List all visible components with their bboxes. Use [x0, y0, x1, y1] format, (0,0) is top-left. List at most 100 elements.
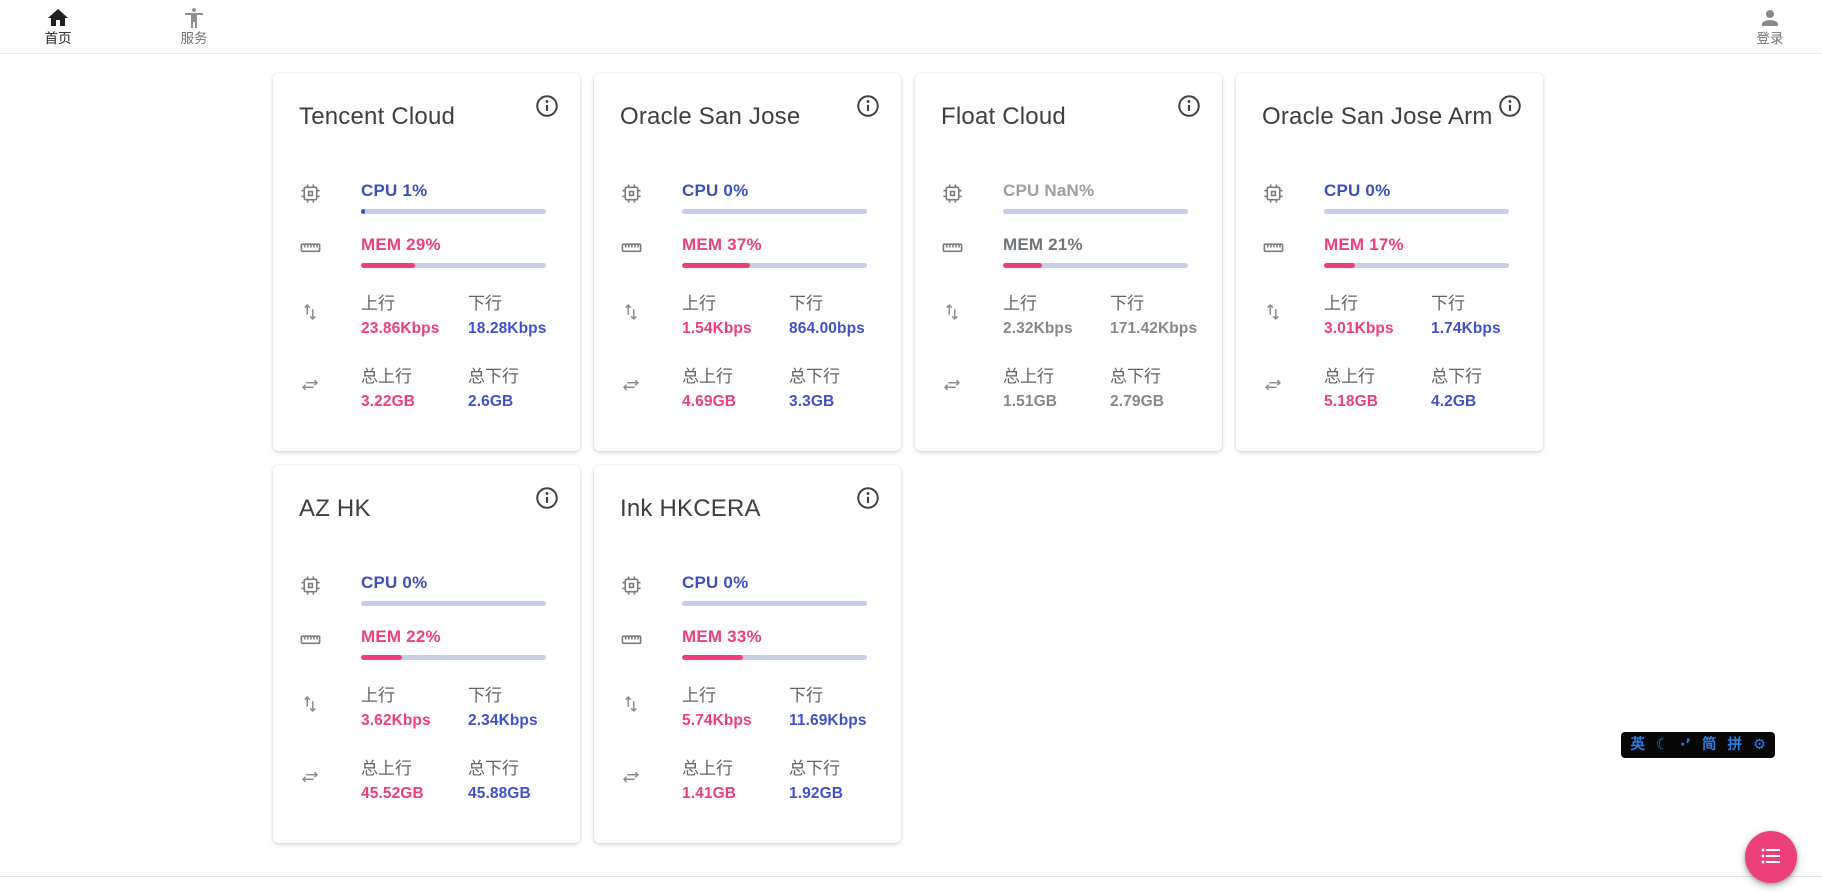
memory-ruler-icon [941, 235, 1003, 264]
total-upload-label: 总上行 [682, 367, 733, 386]
cpu-chip-icon [299, 573, 361, 602]
upload-speed-value: 23.86Kbps [361, 320, 440, 337]
info-button[interactable] [1495, 91, 1525, 121]
download-label: 下行 [468, 686, 502, 705]
nav-item-services[interactable]: 服务 [172, 6, 216, 47]
total-download-label: 总下行 [1431, 367, 1482, 386]
nav-item-home[interactable]: 首页 [36, 6, 80, 47]
download-speed-value: 18.28Kbps [468, 320, 547, 337]
ime-punct-toggle[interactable]: ·’ [1679, 736, 1691, 753]
total-upload-label: 总上行 [1003, 367, 1054, 386]
top-nav-bar: 首页 服务 登录 [0, 0, 1822, 54]
download-speed-value: 864.00bps [789, 320, 865, 337]
swap-arrows-icon [620, 362, 682, 401]
upload-label: 上行 [361, 686, 395, 705]
services-person-icon [182, 6, 206, 30]
ime-pinyin-toggle[interactable]: 拼 [1727, 736, 1743, 753]
updown-arrows-icon [620, 289, 682, 328]
nav-item-login[interactable]: 登录 [1748, 6, 1792, 47]
ime-moon-icon[interactable]: ☾ [1655, 736, 1669, 753]
ime-lang-toggle[interactable]: 英 [1630, 736, 1645, 753]
info-button[interactable] [532, 91, 562, 121]
mem-usage-label: MEM 37% [682, 235, 762, 254]
upload-label: 上行 [682, 294, 716, 313]
nav-home-label: 首页 [44, 30, 72, 46]
total-download-label: 总下行 [789, 367, 840, 386]
mem-progress-bar [1003, 263, 1188, 268]
upload-label: 上行 [682, 686, 716, 705]
memory-ruler-icon [1262, 235, 1324, 264]
download-label: 下行 [1110, 294, 1144, 313]
cpu-usage-label: CPU 0% [682, 573, 749, 592]
upload-speed-value: 1.54Kbps [682, 320, 752, 337]
upload-label: 上行 [1003, 294, 1037, 313]
cpu-usage-label: CPU 0% [1324, 181, 1391, 200]
info-icon [534, 95, 560, 122]
cpu-usage-label: CPU 1% [361, 181, 428, 200]
download-label: 下行 [1431, 294, 1465, 313]
total-upload-value: 45.52GB [361, 785, 424, 802]
total-download-label: 总下行 [789, 759, 840, 778]
total-download-label: 总下行 [1110, 367, 1161, 386]
upload-speed-value: 3.01Kbps [1324, 320, 1394, 337]
info-icon [1497, 95, 1523, 122]
download-speed-value: 171.42Kbps [1110, 320, 1198, 337]
memory-ruler-icon [299, 627, 361, 656]
mem-progress-bar [682, 655, 867, 660]
info-button[interactable] [532, 483, 562, 513]
upload-speed-value: 3.62Kbps [361, 712, 431, 729]
swap-arrows-icon [941, 362, 1003, 401]
upload-speed-value: 2.32Kbps [1003, 320, 1073, 337]
cpu-chip-icon [941, 181, 1003, 210]
upload-speed-value: 5.74Kbps [682, 712, 752, 729]
server-card: Ink HKCERA [594, 465, 901, 843]
info-icon [855, 487, 881, 514]
memory-ruler-icon [620, 627, 682, 656]
total-download-value: 2.6GB [468, 393, 514, 410]
nav-services-label: 服务 [180, 30, 208, 46]
cpu-progress-bar [682, 209, 867, 214]
total-upload-value: 1.41GB [682, 785, 737, 802]
mem-progress-bar [682, 263, 867, 268]
memory-ruler-icon [620, 235, 682, 264]
info-button[interactable] [853, 483, 883, 513]
total-upload-label: 总上行 [361, 367, 412, 386]
cpu-progress-bar [682, 601, 867, 606]
download-speed-value: 1.74Kbps [1431, 320, 1501, 337]
mem-progress-bar [361, 263, 546, 268]
total-download-value: 2.79GB [1110, 393, 1165, 410]
server-name: Oracle San Jose Arm [1262, 103, 1493, 130]
server-list-fab[interactable] [1745, 831, 1797, 883]
total-download-value: 1.92GB [789, 785, 844, 802]
mem-usage-label: MEM 22% [361, 627, 441, 646]
ime-toolbar: 英 ☾ ·’ 简 拼 ⚙ [1621, 732, 1775, 758]
mem-usage-label: MEM 17% [1324, 235, 1404, 254]
ime-gear-icon[interactable]: ⚙ [1753, 736, 1766, 753]
server-name: Ink HKCERA [620, 495, 761, 522]
total-upload-value: 4.69GB [682, 393, 737, 410]
mem-progress-bar [361, 655, 546, 660]
download-speed-value: 2.34Kbps [468, 712, 538, 729]
total-upload-value: 5.18GB [1324, 393, 1379, 410]
upload-label: 上行 [1324, 294, 1358, 313]
cpu-chip-icon [620, 573, 682, 602]
info-button[interactable] [1174, 91, 1204, 121]
download-label: 下行 [789, 686, 823, 705]
info-button[interactable] [853, 91, 883, 121]
updown-arrows-icon [299, 289, 361, 328]
total-upload-label: 总上行 [682, 759, 733, 778]
server-card: Float Cloud [915, 73, 1222, 451]
mem-progress-bar [1324, 263, 1509, 268]
cpu-chip-icon [299, 181, 361, 210]
updown-arrows-icon [299, 681, 361, 720]
login-person-icon [1758, 6, 1782, 30]
cpu-progress-bar [1324, 209, 1509, 214]
cpu-progress-bar [1003, 209, 1188, 214]
updown-arrows-icon [941, 289, 1003, 328]
download-label: 下行 [789, 294, 823, 313]
updown-arrows-icon [620, 681, 682, 720]
ime-simplified-toggle[interactable]: 简 [1702, 736, 1717, 753]
info-icon [534, 487, 560, 514]
server-card: Tencent Cloud [273, 73, 580, 451]
page-footer-divider [0, 876, 1822, 892]
